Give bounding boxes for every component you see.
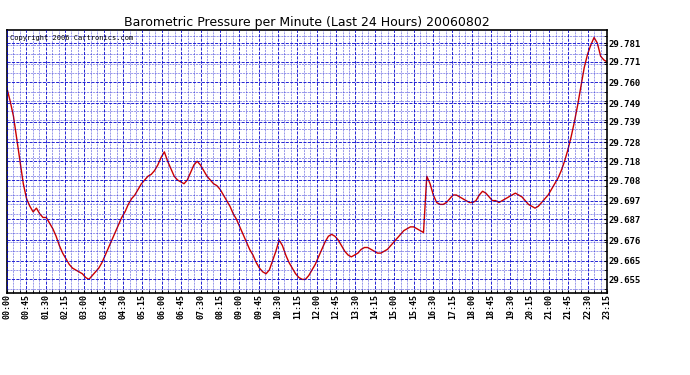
Text: Copyright 2006 Cartronics.com: Copyright 2006 Cartronics.com <box>10 35 133 41</box>
Title: Barometric Pressure per Minute (Last 24 Hours) 20060802: Barometric Pressure per Minute (Last 24 … <box>124 16 490 29</box>
